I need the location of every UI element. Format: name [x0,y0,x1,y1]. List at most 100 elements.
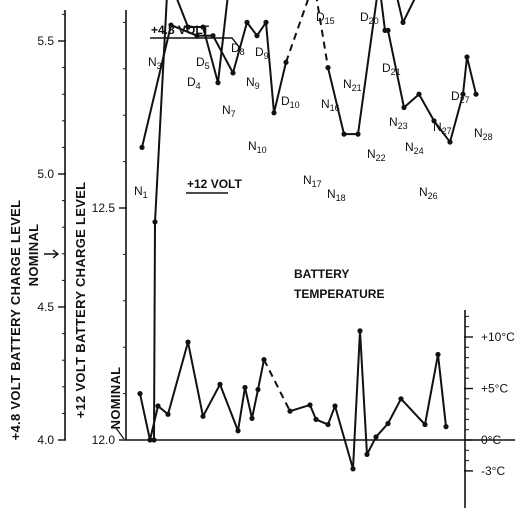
series-temp-point [261,357,267,363]
series-12v-segment [154,0,168,222]
series-4v8-point-label: D20 [360,10,379,26]
series-12v-point [200,24,206,30]
series-4v8-point [460,91,466,97]
series-4v8-point [401,104,407,111]
series-temp-point [422,421,428,428]
right-tick-label: +5°C [481,382,508,396]
series-temp-segment [334,405,354,470]
series-4v8-point-label: D9 [255,45,269,61]
series-4v8-point [230,70,236,76]
series-4v8-point-label: D10 [281,94,300,110]
inner-tick-label: 12.5 [92,201,116,215]
series-temp-segment [359,330,368,455]
series-4v8-segment [246,21,258,37]
series-12v-segment [176,0,189,28]
leader-4v8 [150,37,241,49]
series-4v8-point-label: N9 [246,75,260,91]
series-temp-segment [263,359,291,412]
series-temp-point [242,384,248,391]
series-4v8-segment [403,93,420,109]
series-temp-point [443,424,449,430]
series-4v8-point [244,19,250,25]
series-4v8-point-label: N3 [148,55,162,71]
series-4v8-point [263,19,269,25]
series-4v8-segment [380,0,386,31]
series-temp-segment [139,393,151,441]
series-temp-segment [257,359,265,390]
series-temp-segment [327,405,336,425]
series-12v-segment [202,26,219,83]
series-12v-segment [217,0,229,83]
series-temp-segment [289,404,311,413]
series-4v8-segment [462,56,468,95]
series-4v8-point-label: D4 [187,75,201,91]
series-4v8-point [139,144,145,150]
series-temp-point [217,381,223,387]
inner-tick-label: 12.0 [92,433,116,447]
inner-nominal-label: NOMINAL [108,367,123,430]
series-temp-point [235,428,241,434]
series-4v8-point [254,33,260,39]
series-4v8-point-label: D15 [316,10,335,26]
label-4v8-series: +4.8 VOLT [151,23,210,37]
series-4v8-point-label: N26 [419,185,438,201]
series-temp-point [307,402,313,408]
label-temperature-1: BATTERY [294,267,349,281]
series-temp-segment [149,405,159,441]
series-4v8-segment [256,21,267,37]
series-4v8-segment [273,62,287,114]
series-4v8-segment [285,0,309,63]
series-4v8-point-label: N23 [389,115,408,131]
series-temp-point [325,421,331,428]
series-temp-point [435,351,441,358]
series-temp-segment [387,398,402,424]
label-temperature-2: TEMPERATURE [294,287,384,301]
inner-axis-label: +12 VOLT BATTERY CHARGE LEVEL [73,182,88,419]
series-temp-point [147,437,153,443]
series-4v8-segment [212,35,234,74]
series-12v-segment [396,0,404,23]
series-4v8-point [355,131,361,137]
outer-nominal-arrow [44,249,60,259]
series-temp-point [350,466,356,472]
series-4v8-point-label: N10 [248,139,267,155]
series-4v8-point [447,139,453,145]
series-12v-point [400,19,406,25]
outer-tick-label: 4.0 [37,433,54,447]
series-4v8-segment [327,67,345,135]
series-4v8-point-label: N28 [474,126,493,142]
right-tick-label: -3°C [481,464,505,478]
outer-tick-label: 4.5 [37,300,54,314]
series-temp-point [364,451,370,458]
series-4v8-point [431,118,437,124]
series-4v8-point-label: N27 [433,120,452,136]
series-temp-segment [352,330,361,469]
series-temp-point [185,339,191,345]
series-4v8-point-label: N21 [343,77,362,93]
series-temp-segment [309,404,317,420]
series-4v8-point-label: N24 [405,140,424,156]
series-12v-point [152,219,158,225]
series-4v8-point [168,22,174,28]
series-4v8-point [325,65,331,71]
series-temp-segment [437,354,447,427]
series-temp-segment [219,384,239,432]
series-4v8-point-label: D27 [451,89,470,105]
series-temp-point [287,408,293,414]
series-4v8-segment [141,24,172,148]
series-4v8-point-label: N16 [321,97,340,113]
series-4v8-point [385,27,391,33]
series-4v8-point-label: N7 [222,103,236,119]
series-4v8-segment [433,120,451,143]
series-4v8-segment [357,0,378,135]
series-temp-point [137,391,143,397]
series-4v8-segment [449,93,464,143]
series-temp-point [165,411,171,417]
series-temp-segment [237,387,246,431]
series-temp-segment [202,383,221,417]
series-temp-segment [167,341,189,415]
series-temp-point [313,416,319,422]
series-4v8-segment [466,56,477,95]
inner-nominal-arrow [115,427,125,440]
